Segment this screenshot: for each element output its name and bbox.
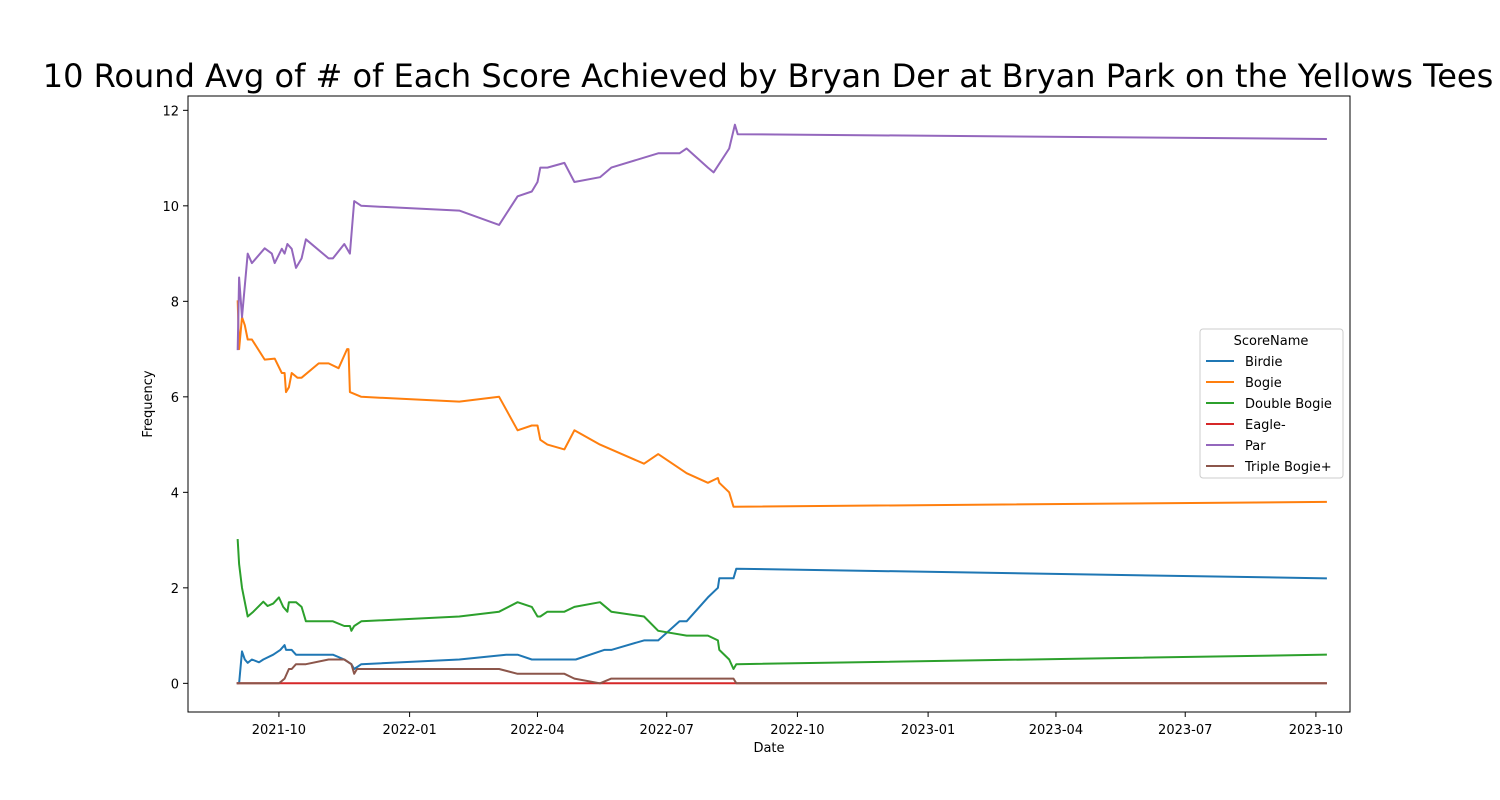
x-tick-label: 2022-07: [640, 723, 694, 738]
y-tick-label: 12: [162, 104, 179, 119]
series-line-double-bogie: [236, 539, 1327, 670]
x-tick-label: 2022-10: [770, 723, 824, 738]
y-axis: 0 2 4 6 8 10 12: [162, 104, 188, 692]
x-tick-label: 2023-07: [1158, 723, 1212, 738]
y-tick-label: 0: [171, 677, 179, 692]
series-line-triple-bogie: [236, 658, 1327, 685]
series-line-bogie: [236, 300, 1327, 508]
y-tick-label: 6: [171, 391, 179, 406]
x-tick-label: 2022-04: [510, 723, 564, 738]
legend-item-label: Eagle-: [1245, 418, 1286, 433]
series-line-birdie: [236, 567, 1327, 685]
y-tick-label: 8: [171, 295, 179, 310]
x-tick-label: 2023-04: [1029, 723, 1083, 738]
chart-title: 10 Round Avg of # of Each Score Achieved…: [43, 57, 1494, 95]
plot-area: [236, 123, 1327, 685]
x-tick-label: 2023-10: [1289, 723, 1343, 738]
y-tick-label: 4: [171, 486, 179, 501]
y-tick-label: 10: [162, 200, 179, 215]
legend-title: ScoreName: [1234, 334, 1309, 349]
x-tick-label: 2023-01: [901, 723, 955, 738]
x-tick-label: 2021-10: [252, 723, 306, 738]
legend-item-label: Bogie: [1245, 376, 1282, 391]
legend-item-label: Double Bogie: [1245, 397, 1332, 412]
series-line-par: [236, 123, 1327, 351]
legend-item-label: Par: [1245, 439, 1266, 454]
legend-item-label: Birdie: [1245, 355, 1283, 370]
legend-item-label: Triple Bogie+: [1244, 460, 1332, 475]
y-axis-label: Frequency: [141, 370, 156, 437]
legend-box: [1199, 328, 1344, 479]
x-tick-label: 2022-01: [382, 723, 436, 738]
y-tick-label: 2: [171, 582, 179, 597]
x-axis-label: Date: [753, 741, 784, 756]
x-axis: 2021-10 2022-01 2022-04 2022-07 2022-10 2023-…: [252, 712, 1343, 738]
legend: ScoreName Birdie Bogie Double Bogie Eagle- P…: [1199, 328, 1344, 479]
plot-frame: [187, 95, 1351, 713]
